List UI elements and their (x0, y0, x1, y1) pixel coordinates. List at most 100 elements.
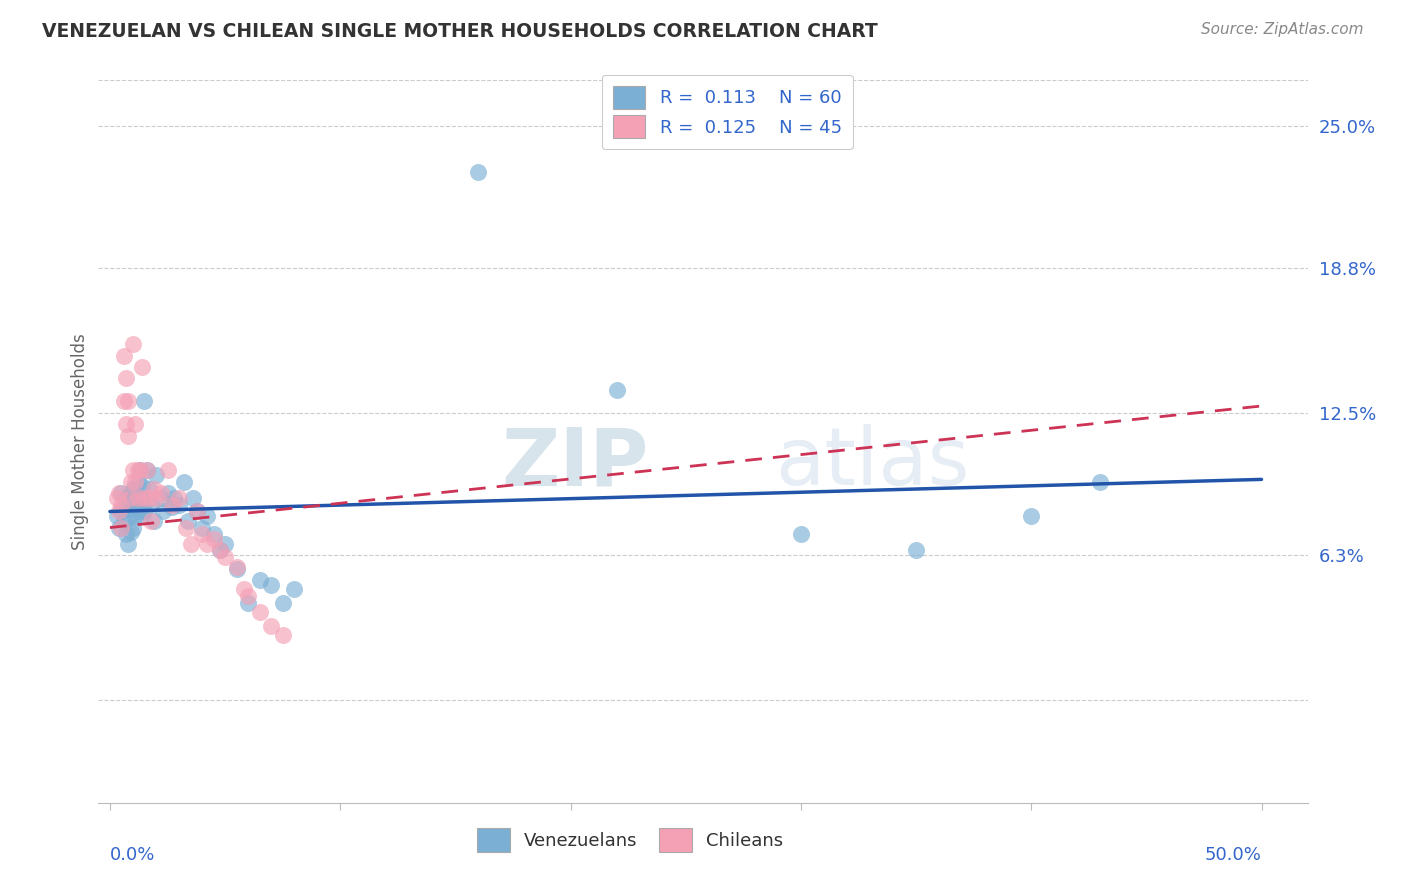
Point (124, 417, 146, 432)
Text: 50.0%: 50.0% (1205, 847, 1261, 864)
Point (283, 582, 305, 597)
Point (127, 463, 149, 477)
Point (214, 536, 236, 550)
Point (249, 606, 271, 620)
Point (467, 165, 489, 179)
Point (120, 525, 142, 540)
Point (108, 486, 131, 500)
Point (149, 491, 172, 505)
Point (122, 520, 145, 534)
Point (115, 527, 138, 541)
Point (141, 498, 163, 512)
Point (112, 498, 135, 512)
Point (108, 520, 131, 534)
Point (135, 493, 157, 508)
Point (260, 619, 283, 633)
Point (260, 578, 283, 592)
Point (790, 527, 813, 541)
Point (236, 596, 259, 610)
Point (105, 509, 128, 524)
Y-axis label: Single Mother Households: Single Mother Households (70, 334, 89, 549)
Point (120, 486, 142, 500)
Point (110, 498, 132, 512)
Point (142, 482, 165, 496)
Point (127, 491, 149, 505)
Point (128, 493, 150, 508)
Point (195, 509, 218, 524)
Point (112, 394, 135, 409)
Point (115, 491, 138, 505)
Point (177, 514, 200, 528)
Point (120, 502, 142, 516)
Point (149, 486, 172, 500)
Point (905, 543, 928, 558)
Point (180, 536, 202, 550)
Legend: Venezuelans, Chileans: Venezuelans, Chileans (470, 822, 790, 859)
Point (131, 359, 153, 374)
Text: VENEZUELAN VS CHILEAN SINGLE MOTHER HOUSEHOLDS CORRELATION CHART: VENEZUELAN VS CHILEAN SINGLE MOTHER HOUS… (42, 22, 877, 41)
Point (160, 498, 183, 512)
Point (141, 514, 163, 528)
Point (122, 337, 145, 351)
Point (271, 596, 294, 610)
Point (138, 491, 160, 505)
Point (145, 467, 167, 482)
Point (225, 559, 247, 574)
Point (115, 371, 138, 385)
Point (117, 429, 139, 443)
Point (167, 491, 190, 505)
Point (209, 543, 232, 558)
Point (135, 463, 157, 477)
Point (124, 475, 146, 489)
Point (202, 532, 225, 546)
Point (131, 509, 153, 524)
Text: Source: ZipAtlas.com: Source: ZipAtlas.com (1201, 22, 1364, 37)
Point (191, 520, 214, 534)
Point (191, 527, 214, 541)
Point (181, 491, 204, 505)
Point (122, 482, 145, 496)
Text: atlas: atlas (776, 425, 970, 502)
Point (134, 491, 156, 505)
Point (112, 514, 135, 528)
Point (186, 504, 208, 518)
Point (135, 463, 157, 477)
Point (110, 486, 132, 500)
Point (127, 504, 149, 518)
Point (105, 491, 128, 505)
Point (117, 511, 139, 525)
Point (124, 491, 146, 505)
Point (160, 500, 183, 514)
Point (110, 520, 132, 534)
Point (117, 394, 139, 409)
Point (152, 504, 174, 518)
Point (209, 543, 232, 558)
Point (142, 514, 165, 528)
Point (1019, 509, 1042, 524)
Point (236, 590, 259, 604)
Point (138, 482, 160, 496)
Point (167, 498, 190, 512)
Point (112, 349, 135, 363)
Point (134, 394, 156, 409)
Point (134, 504, 156, 518)
Point (225, 562, 247, 576)
Point (249, 574, 271, 588)
Point (195, 536, 218, 550)
Point (156, 463, 179, 477)
Point (156, 486, 179, 500)
Point (120, 491, 142, 505)
Point (131, 479, 153, 493)
Point (1090, 475, 1112, 489)
Point (122, 463, 145, 477)
Point (145, 491, 167, 505)
Point (163, 491, 186, 505)
Point (110, 504, 132, 518)
Point (214, 550, 236, 565)
Point (186, 504, 208, 518)
Point (115, 417, 138, 432)
Text: 0.0%: 0.0% (110, 847, 155, 864)
Point (174, 520, 197, 534)
Point (117, 495, 139, 509)
Point (271, 628, 294, 642)
